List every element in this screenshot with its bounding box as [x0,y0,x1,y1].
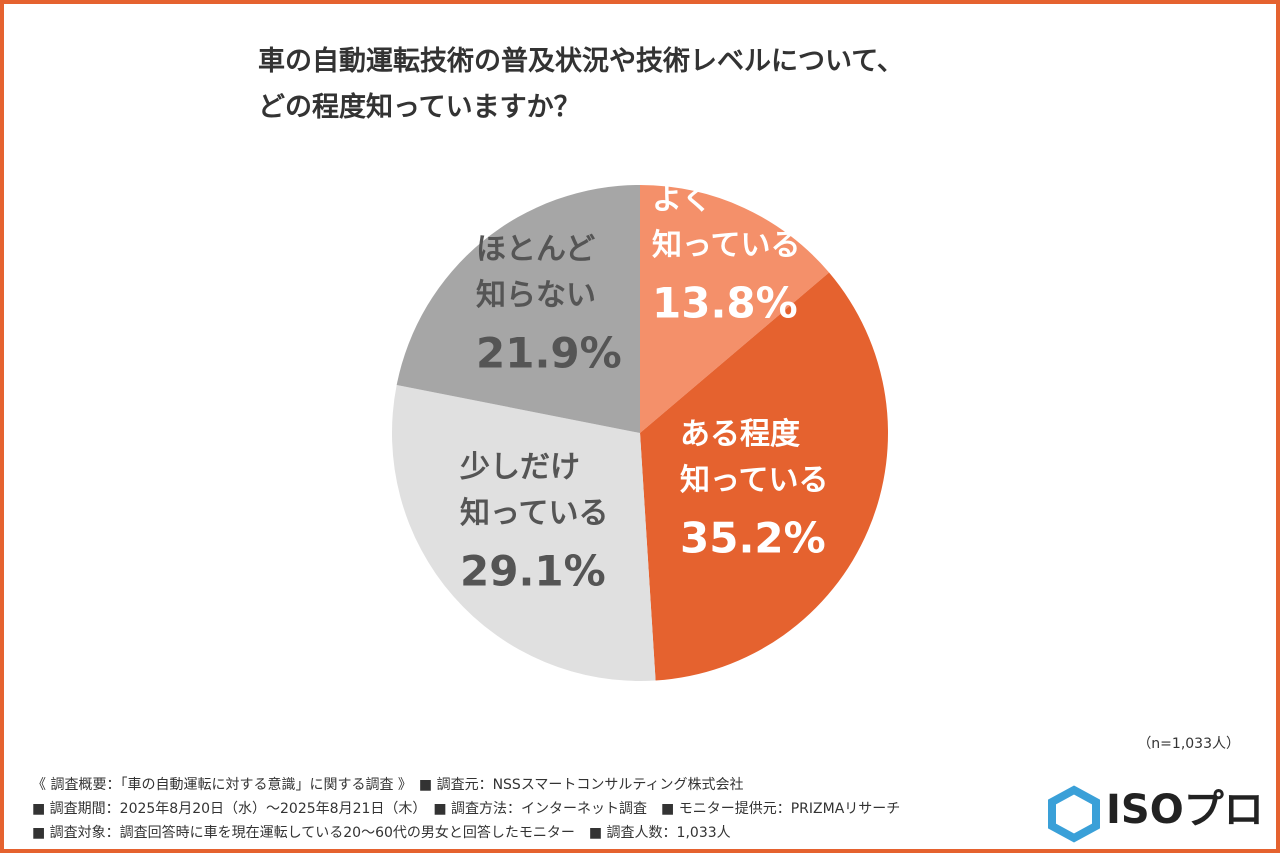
pie-slice [391,384,656,681]
chart-title: 車の自動運転技術の普及状況や技術レベルについて、どの程度知っていますか？ [258,45,904,123]
slice-label: よく知っている [652,182,801,263]
pie-slice [640,272,888,681]
footnote: 《 調査概要：「車の自動運転に対する意識」に関する調査 》 ■ 調査元：NSSス… [32,776,744,793]
logo-icon [1048,785,1100,843]
value-label: 13.8% [652,279,798,328]
value-label: 29.1% [460,547,606,596]
sample-size: （n=1,033人） [1137,736,1240,752]
pie-slice [640,185,830,433]
footnote: ■ 調査期間：2025年8月20日（水）～2025年8月21日（木） ■ 調査方… [32,801,900,817]
slice-label: 少しだけ知っている [460,450,609,531]
slice-label: ある程度知っている [680,417,829,498]
pie-slice [396,185,640,433]
value-label: 35.2% [680,514,826,563]
value-label: 21.9% [476,329,622,378]
logo: ISOプロ [1106,787,1264,833]
slice-label: ほとんど知らない [476,232,596,313]
footnote: ■ 調査対象：調査回答時に車を現在運転している20～60代の男女と回答したモニタ… [32,824,731,841]
